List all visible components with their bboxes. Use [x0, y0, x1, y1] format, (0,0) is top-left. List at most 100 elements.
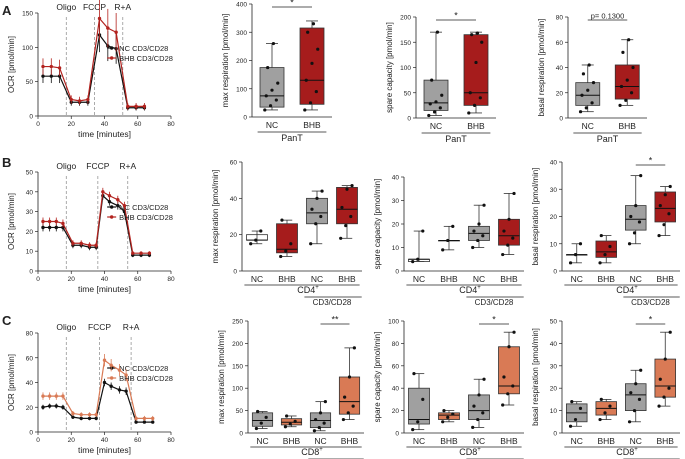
B-basal-point-0-1	[573, 253, 578, 257]
C-spare-point-3-5	[512, 330, 516, 334]
A-max-y-label: max respiration [pmol/min]	[221, 14, 230, 108]
B-max-point-3-0	[339, 236, 343, 240]
B-max-category-label-2: NC	[311, 274, 323, 284]
B-spare-point-1-2	[451, 224, 455, 228]
C-ocr-point-1-9	[109, 363, 113, 367]
B-basal-point-2-3	[629, 214, 633, 219]
A-basal-point-1-6	[621, 50, 625, 54]
B-basal-category-label-1: BHB	[598, 274, 616, 284]
A-max-point-1-5	[316, 47, 320, 51]
C-spare-box-1	[438, 412, 460, 420]
A-ocr-point-1-0	[41, 64, 45, 69]
A-ocr-point-1-7	[106, 26, 110, 30]
A-spare-category-label-1: BHB	[467, 121, 485, 131]
B-basal-ytick-label-4: 40	[550, 160, 558, 167]
B-spare-category-label-2: NC	[473, 274, 485, 284]
B-max-point-0-1	[254, 238, 258, 242]
B-spare-point-2-2	[481, 234, 485, 238]
C-ocr-point-0-0	[41, 405, 45, 409]
B-spare-ytick-label-1: 10	[392, 245, 400, 252]
A-max-point-1-6	[306, 30, 310, 34]
B-max-point-2-1	[314, 222, 318, 226]
A-ocr-injection-label-0: Oligo	[56, 2, 76, 12]
B-basal-point-3-5	[668, 184, 672, 189]
C-basal-group-label: CD8+	[616, 447, 638, 457]
A-basal-point-0-5	[591, 81, 596, 85]
B-basal-point-2-0	[627, 242, 632, 246]
C-basal-y-label: basal respiration [pmol/min]	[531, 328, 540, 426]
A-ocr-point-1-5	[86, 97, 90, 102]
C-spare-point-1-0	[441, 420, 445, 424]
C-spare-box-0	[408, 387, 430, 425]
C-ocr-ytick-label-0: 0	[29, 430, 33, 437]
C-ocr-xtick-label-1: 20	[68, 437, 76, 444]
A-max-category-label-1: BHB	[303, 120, 321, 130]
B-max-box-1	[276, 223, 298, 254]
C-basal-category-label-3: BHB	[657, 436, 675, 446]
B-max-box-3	[336, 187, 358, 225]
B-max-point-1-2	[289, 242, 293, 246]
A-ocr-legend-label-1: BHB CD3/CD28	[119, 54, 173, 63]
C-basal-point-2-1	[632, 409, 637, 413]
B-basal-ytick-label-0: 0	[553, 269, 557, 276]
C-ocr-point-0-8	[102, 380, 107, 385]
C-basal-point-0-3	[570, 400, 574, 404]
C-max-category-label-2: NC	[314, 436, 326, 446]
C-basal-category-label-1: BHB	[598, 436, 616, 446]
B-spare-point-1-1	[446, 238, 450, 243]
C-ocr-ytick-label-3: 60	[26, 355, 34, 362]
A-max-ytick-label-2: 200	[236, 58, 247, 65]
A-max-chart: 0 100 200 300 400 max respiration [pmol/min] N…	[221, 0, 332, 143]
B-basal-chart: 0 10 20 30 40 basal respiration [pmol/min] NC B…	[531, 156, 680, 307]
B-ocr-point-1-3	[61, 221, 65, 226]
B-basal-point-1-3	[599, 233, 603, 238]
A-ocr-injection-label-2: R+A	[114, 2, 131, 12]
C-max-point-2-3	[314, 417, 318, 422]
C-basal-point-0-0	[568, 424, 573, 428]
B-basal-category-label-2: NC	[630, 274, 642, 284]
C-max-ytick-label-2: 100	[232, 386, 243, 393]
C-max-point-0-1	[259, 421, 263, 425]
B-basal-point-3-0	[657, 233, 661, 238]
A-max-point-0-7	[271, 41, 276, 46]
B-spare-point-3-3	[502, 229, 506, 233]
B-max-group-label: CD4+	[297, 285, 319, 295]
A-basal-point-0-4	[586, 88, 590, 92]
B-basal-ytick-label-2: 20	[550, 214, 558, 221]
C-spare-category-label-2: NC	[473, 436, 485, 446]
B-max-point-3-5	[350, 184, 354, 188]
A-max-point-0-1	[268, 104, 273, 108]
B-spare-point-0-1	[416, 257, 420, 261]
A-spare-ytick-label-2: 100	[400, 65, 411, 72]
B-ocr-legend-marker-1	[109, 215, 114, 219]
A-spare-group-label: PanT	[445, 134, 467, 144]
A-max-point-0-5	[276, 81, 280, 85]
C-spare-group-label: CD8+	[459, 447, 481, 457]
C-ocr-chart: 0 20 40 60 80 OCR [pmol/min] 0 20 40 60 80 time [mi…	[7, 322, 175, 455]
A-spare-point-0-6	[430, 78, 434, 82]
C-ocr-point-1-14	[151, 416, 155, 421]
C-max-point-2-2	[322, 421, 326, 425]
A-spare-ytick-label-0: 0	[407, 116, 411, 123]
B-max-point-0-0	[249, 242, 253, 246]
C-basal-box-3	[654, 358, 676, 398]
C-basal-point-1-2	[608, 404, 612, 408]
C-max-ytick-label-5: 250	[232, 319, 243, 326]
B-max-point-3-3	[340, 205, 344, 210]
C-max-point-1-2	[293, 419, 297, 423]
A-ocr-injection-label-1: FCCP	[83, 2, 106, 12]
B-max-ytick-label-3: 60	[230, 160, 238, 167]
A-ocr-point-1-1	[49, 64, 53, 69]
A-spare-y-label: spare capacity [pmol/min]	[385, 22, 394, 113]
C-max-ytick-label-4: 200	[232, 341, 243, 348]
C-basal-ytick-label-0: 0	[553, 431, 557, 438]
B-ocr-xtick-label-2: 40	[101, 276, 109, 283]
A-max-box-0	[259, 67, 285, 108]
C-ocr-injection-label-0: Oligo	[56, 322, 76, 332]
B-basal-category-label-3: BHB	[657, 274, 675, 284]
A-basal-point-0-3	[580, 93, 584, 97]
B-spare-y-label: spare capacity [pmol/min]	[373, 179, 382, 270]
C-ocr-point-0-1	[47, 404, 52, 408]
C-spare-point-3-1	[506, 392, 510, 396]
C-ocr-ytick-label-4: 80	[26, 331, 34, 338]
